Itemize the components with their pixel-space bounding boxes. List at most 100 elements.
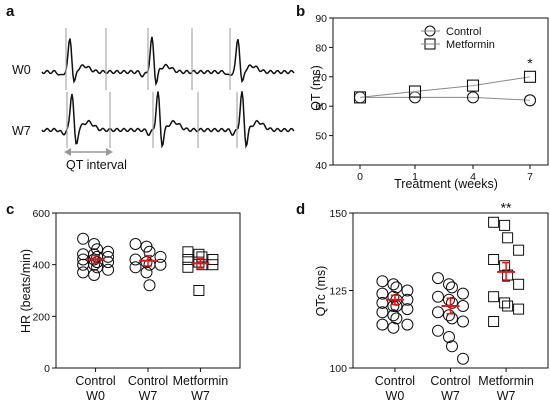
group-label-bottom: W0 xyxy=(86,389,105,402)
y-tick-label-b: 90 xyxy=(315,13,327,25)
plot-frame-panel-d xyxy=(352,212,549,369)
data-point xyxy=(77,232,90,245)
y-tick-label-b: 80 xyxy=(315,42,327,54)
data-point xyxy=(182,261,194,273)
significance-marker-b: * xyxy=(527,55,533,71)
data-point xyxy=(193,256,205,268)
data-point xyxy=(446,340,458,353)
data-point xyxy=(102,263,115,276)
data-point xyxy=(154,258,167,271)
data-point xyxy=(129,253,142,266)
plot-frame-b xyxy=(332,17,549,166)
data-point xyxy=(499,297,511,309)
panel-letter-d: d xyxy=(296,201,305,218)
group-label-top: Metformin xyxy=(478,374,534,388)
data-point xyxy=(129,238,142,250)
qt-interval-label: QT interval xyxy=(66,158,127,172)
data-point xyxy=(432,324,444,337)
data-point xyxy=(376,306,389,319)
data-point xyxy=(488,254,500,265)
data-point xyxy=(143,279,156,292)
y-tick-label-b: 40 xyxy=(315,160,327,172)
data-point xyxy=(387,309,400,322)
data-point xyxy=(499,219,511,231)
trace-label-w7: W7 xyxy=(12,124,31,138)
point-control xyxy=(523,94,537,107)
y-tick-label-b: 60 xyxy=(315,101,327,113)
data-point xyxy=(443,309,455,322)
ecg-panel: W0 W7 QT interval xyxy=(12,28,295,172)
data-point xyxy=(182,246,194,258)
trace-label-w0: W0 xyxy=(12,63,31,77)
x-tick-label-b: 4 xyxy=(470,171,476,183)
data-point xyxy=(432,272,444,285)
y-tick-label: 600 xyxy=(32,208,50,220)
data-point xyxy=(102,250,115,263)
data-point xyxy=(443,278,455,291)
significance-marker: ** xyxy=(501,199,512,215)
data-point xyxy=(376,287,389,300)
y-tick-label: 150 xyxy=(329,208,347,220)
group-label-bottom: W7 xyxy=(139,389,158,402)
y-axis-title-b: QT (ms) xyxy=(309,65,323,111)
data-point xyxy=(102,256,115,269)
group-label-bottom: W7 xyxy=(441,389,460,402)
data-point xyxy=(88,269,101,281)
data-point xyxy=(488,316,500,327)
y-axis-title-d: QTc (ms) xyxy=(314,266,328,317)
point-metformin xyxy=(353,91,367,104)
data-point xyxy=(77,266,90,279)
group-label-top: Control xyxy=(430,374,470,388)
data-point xyxy=(443,293,455,306)
panel-letter-b: b xyxy=(296,3,305,20)
data-point xyxy=(446,296,458,309)
x-tick-label-b: 1 xyxy=(412,171,418,183)
legend-label-metformin: Metformin xyxy=(446,39,495,51)
point-metformin xyxy=(466,79,480,92)
data-point xyxy=(502,269,514,281)
point-metformin xyxy=(408,85,422,98)
group-label-bottom: W0 xyxy=(386,389,405,402)
data-point xyxy=(140,266,153,279)
qt-arrow-head-left xyxy=(64,148,71,156)
data-point xyxy=(390,281,403,294)
data-point xyxy=(387,278,400,291)
legend-b: Control Metformin xyxy=(421,25,495,51)
data-point xyxy=(376,275,389,288)
interval-markers xyxy=(65,28,238,148)
data-point xyxy=(401,303,414,316)
data-point xyxy=(499,260,511,272)
data-point xyxy=(502,232,514,244)
group-label-top: Control xyxy=(75,374,115,388)
data-point xyxy=(401,318,414,331)
y-tick-label-b: 50 xyxy=(315,131,327,143)
point-control xyxy=(466,91,480,104)
data-point xyxy=(457,287,469,300)
data-point xyxy=(446,312,458,325)
data-point xyxy=(502,300,514,312)
data-point xyxy=(513,244,525,256)
data-point xyxy=(102,245,115,258)
y-tick-label: 200 xyxy=(32,311,50,323)
qtc-scatter-chart: QTc (ms) 100125150ControlW0ControlW7Metf… xyxy=(314,199,549,402)
data-point xyxy=(154,250,167,263)
data-point xyxy=(193,248,205,260)
y-tick-label: 125 xyxy=(329,286,347,298)
data-point xyxy=(207,259,219,271)
x-axis-title-b: Treatment (weeks) xyxy=(394,177,498,191)
qt-arrow-head-right xyxy=(106,148,113,156)
x-tick-label-b: 0 xyxy=(357,171,363,183)
group-label-bottom: W7 xyxy=(497,389,516,402)
data-point xyxy=(488,291,500,303)
y-tick-label: 0 xyxy=(44,363,50,375)
y-axis-title-c: HR (beats/min) xyxy=(19,249,33,333)
data-point xyxy=(193,285,205,296)
x-tick-label-b: 7 xyxy=(527,171,533,183)
data-point xyxy=(446,281,458,294)
group-label-top: Control xyxy=(128,374,168,388)
data-point xyxy=(432,306,444,319)
data-point xyxy=(432,290,444,303)
data-point xyxy=(140,256,153,269)
legend-label-control: Control xyxy=(446,26,481,38)
ecg-trace-w7 xyxy=(41,91,295,149)
